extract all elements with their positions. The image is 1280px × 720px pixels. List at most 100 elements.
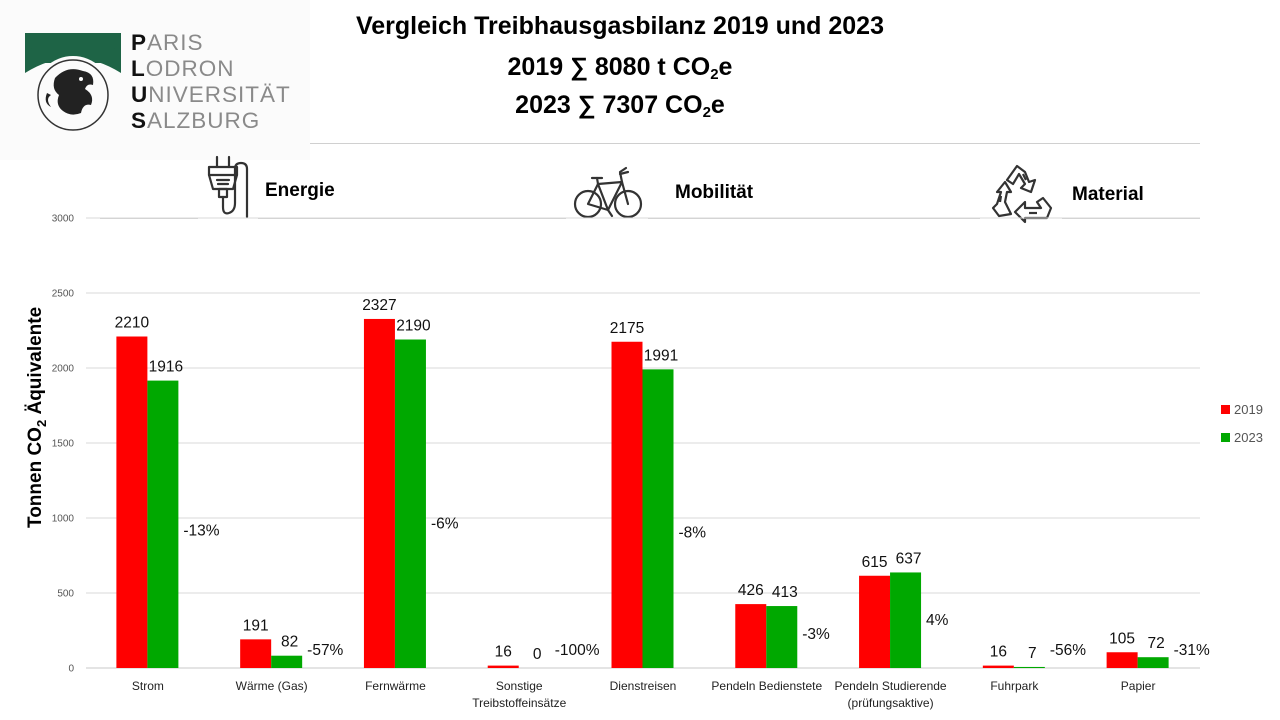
data-label-2019: 2175 <box>610 320 644 337</box>
logo-initial: P <box>131 30 148 55</box>
bar-2023 <box>147 380 179 668</box>
bar-2019 <box>982 665 1014 668</box>
data-label-2023: 637 <box>896 550 922 567</box>
bar-2019 <box>487 665 519 668</box>
bar-2023 <box>394 339 426 668</box>
change-label: -13% <box>183 522 219 539</box>
plug-icon <box>207 155 249 219</box>
bar-2019 <box>116 336 148 668</box>
bar-2019 <box>363 318 395 668</box>
x-axis-labels: Strom Wärme (Gas) Fernwärme Sonstige Treibst… <box>132 679 1156 710</box>
subscript: 2 <box>702 104 711 121</box>
data-label-2023: 1916 <box>149 359 183 376</box>
data-label-2023: 82 <box>281 634 298 651</box>
logo-word: ARIS <box>147 30 204 55</box>
x-tick-label: Strom <box>132 679 164 693</box>
bars <box>116 318 1169 668</box>
bicycle-icon <box>573 166 643 219</box>
section-label-energie: Energie <box>265 180 335 201</box>
bar-2019 <box>859 575 891 668</box>
data-label-2019: 615 <box>862 554 888 571</box>
y-tick-label: 2000 <box>52 364 75 375</box>
total-2019-text: 2019 ∑ 8080 t CO <box>507 53 711 81</box>
x-tick-label: Pendeln Bedienstete <box>711 679 822 693</box>
data-label-2023: 2190 <box>396 318 431 335</box>
data-label-2019: 2327 <box>362 297 396 314</box>
change-label: -3% <box>802 626 830 643</box>
y-axis-ticks: 0 500 1000 1500 2000 2500 3000 <box>52 214 75 675</box>
data-label-2023: 0 <box>533 646 542 663</box>
y-tick-label: 500 <box>57 589 74 600</box>
data-label-2019: 16 <box>495 644 512 661</box>
change-label: -6% <box>431 515 459 532</box>
legend-swatch-2023 <box>1221 433 1230 442</box>
total-2023: 2023 ∑ 7307 CO2e <box>320 91 920 121</box>
total-2023-suffix: e <box>710 91 725 119</box>
y-axis-title-suffix: Äquivalente <box>25 307 46 420</box>
x-tick-label: Fernwärme <box>365 679 426 693</box>
x-tick-label: Treibstoffeinsätze <box>472 696 566 710</box>
data-label-2023: 7 <box>1028 645 1037 662</box>
x-tick-label: Wärme (Gas) <box>236 679 308 693</box>
logo-initial: U <box>131 82 149 107</box>
legend-swatch-2019 <box>1221 405 1230 414</box>
data-label-2019: 2210 <box>115 315 150 332</box>
lion-seal-icon <box>25 33 121 133</box>
subscript: 2 <box>710 66 719 83</box>
logo-word: NIVERSITÄT <box>148 82 291 107</box>
y-axis-title-text: Tonnen CO <box>25 427 46 528</box>
data-label-2019: 105 <box>1109 630 1135 647</box>
change-label: -57% <box>307 642 343 659</box>
y-axis-title: Tonnen CO2 Äquivalente <box>25 307 49 528</box>
x-tick-label: Fuhrpark <box>990 679 1039 693</box>
data-label-2019: 191 <box>243 617 269 634</box>
logo-initial: S <box>131 108 148 133</box>
bar-2019 <box>1106 652 1138 668</box>
change-label: -56% <box>1050 642 1086 659</box>
data-label-2023: 413 <box>772 584 798 601</box>
x-tick-label: Papier <box>1121 679 1156 693</box>
data-label-2023: 72 <box>1147 635 1164 652</box>
x-tick-label: Dienstreisen <box>610 679 677 693</box>
chart-title: Vergleich Treibhausgasbilanz 2019 und 20… <box>355 12 884 40</box>
y-tick-label: 1500 <box>52 439 75 450</box>
total-2019: 2019 ∑ 8080 t CO2e <box>320 53 920 83</box>
bar-2019 <box>735 604 767 668</box>
x-tick-label: Sonstige <box>496 679 543 693</box>
total-2019-suffix: e <box>718 53 733 81</box>
x-tick-label: Pendeln Studierende <box>835 679 947 693</box>
section-label-material: Material <box>1072 184 1144 205</box>
header-divider <box>310 143 1200 144</box>
total-2023-text: 2023 ∑ 7307 CO <box>515 91 703 119</box>
logo-wordmark: PARIS LODRON UNIVERSITÄT SALZBURG <box>131 30 291 134</box>
change-label: -31% <box>1174 642 1210 659</box>
bar-2023 <box>1013 666 1045 668</box>
bar-2019 <box>240 639 272 668</box>
y-axis-title-sub: 2 <box>34 420 49 427</box>
logo-word: ODRON <box>145 56 235 81</box>
bar-2023 <box>890 572 922 668</box>
change-label: 4% <box>926 612 949 629</box>
bar-2023 <box>1137 657 1169 668</box>
change-label: -8% <box>679 525 707 542</box>
logo-word: ALZBURG <box>147 108 261 133</box>
bar-2023 <box>766 606 798 668</box>
y-tick-label: 3000 <box>52 214 75 225</box>
logo-initial: L <box>131 56 146 81</box>
y-tick-label: 2500 <box>52 289 75 300</box>
y-tick-label: 1000 <box>52 514 75 525</box>
data-label-2019: 426 <box>738 582 764 599</box>
data-label-2023: 1991 <box>644 347 678 364</box>
bar-2023 <box>642 369 674 668</box>
y-tick-label: 0 <box>68 664 74 675</box>
legend-label-2023: 2023 <box>1234 430 1263 445</box>
legend-label-2019: 2019 <box>1234 402 1263 417</box>
legend: 2019 2023 <box>1221 402 1263 445</box>
bar-2023 <box>271 655 303 668</box>
data-label-2019: 16 <box>990 644 1007 661</box>
university-logo: PARIS LODRON UNIVERSITÄT SALZBURG <box>0 0 310 160</box>
x-tick-label: (prüfungsaktive) <box>848 696 934 710</box>
bar-2019 <box>611 341 643 668</box>
